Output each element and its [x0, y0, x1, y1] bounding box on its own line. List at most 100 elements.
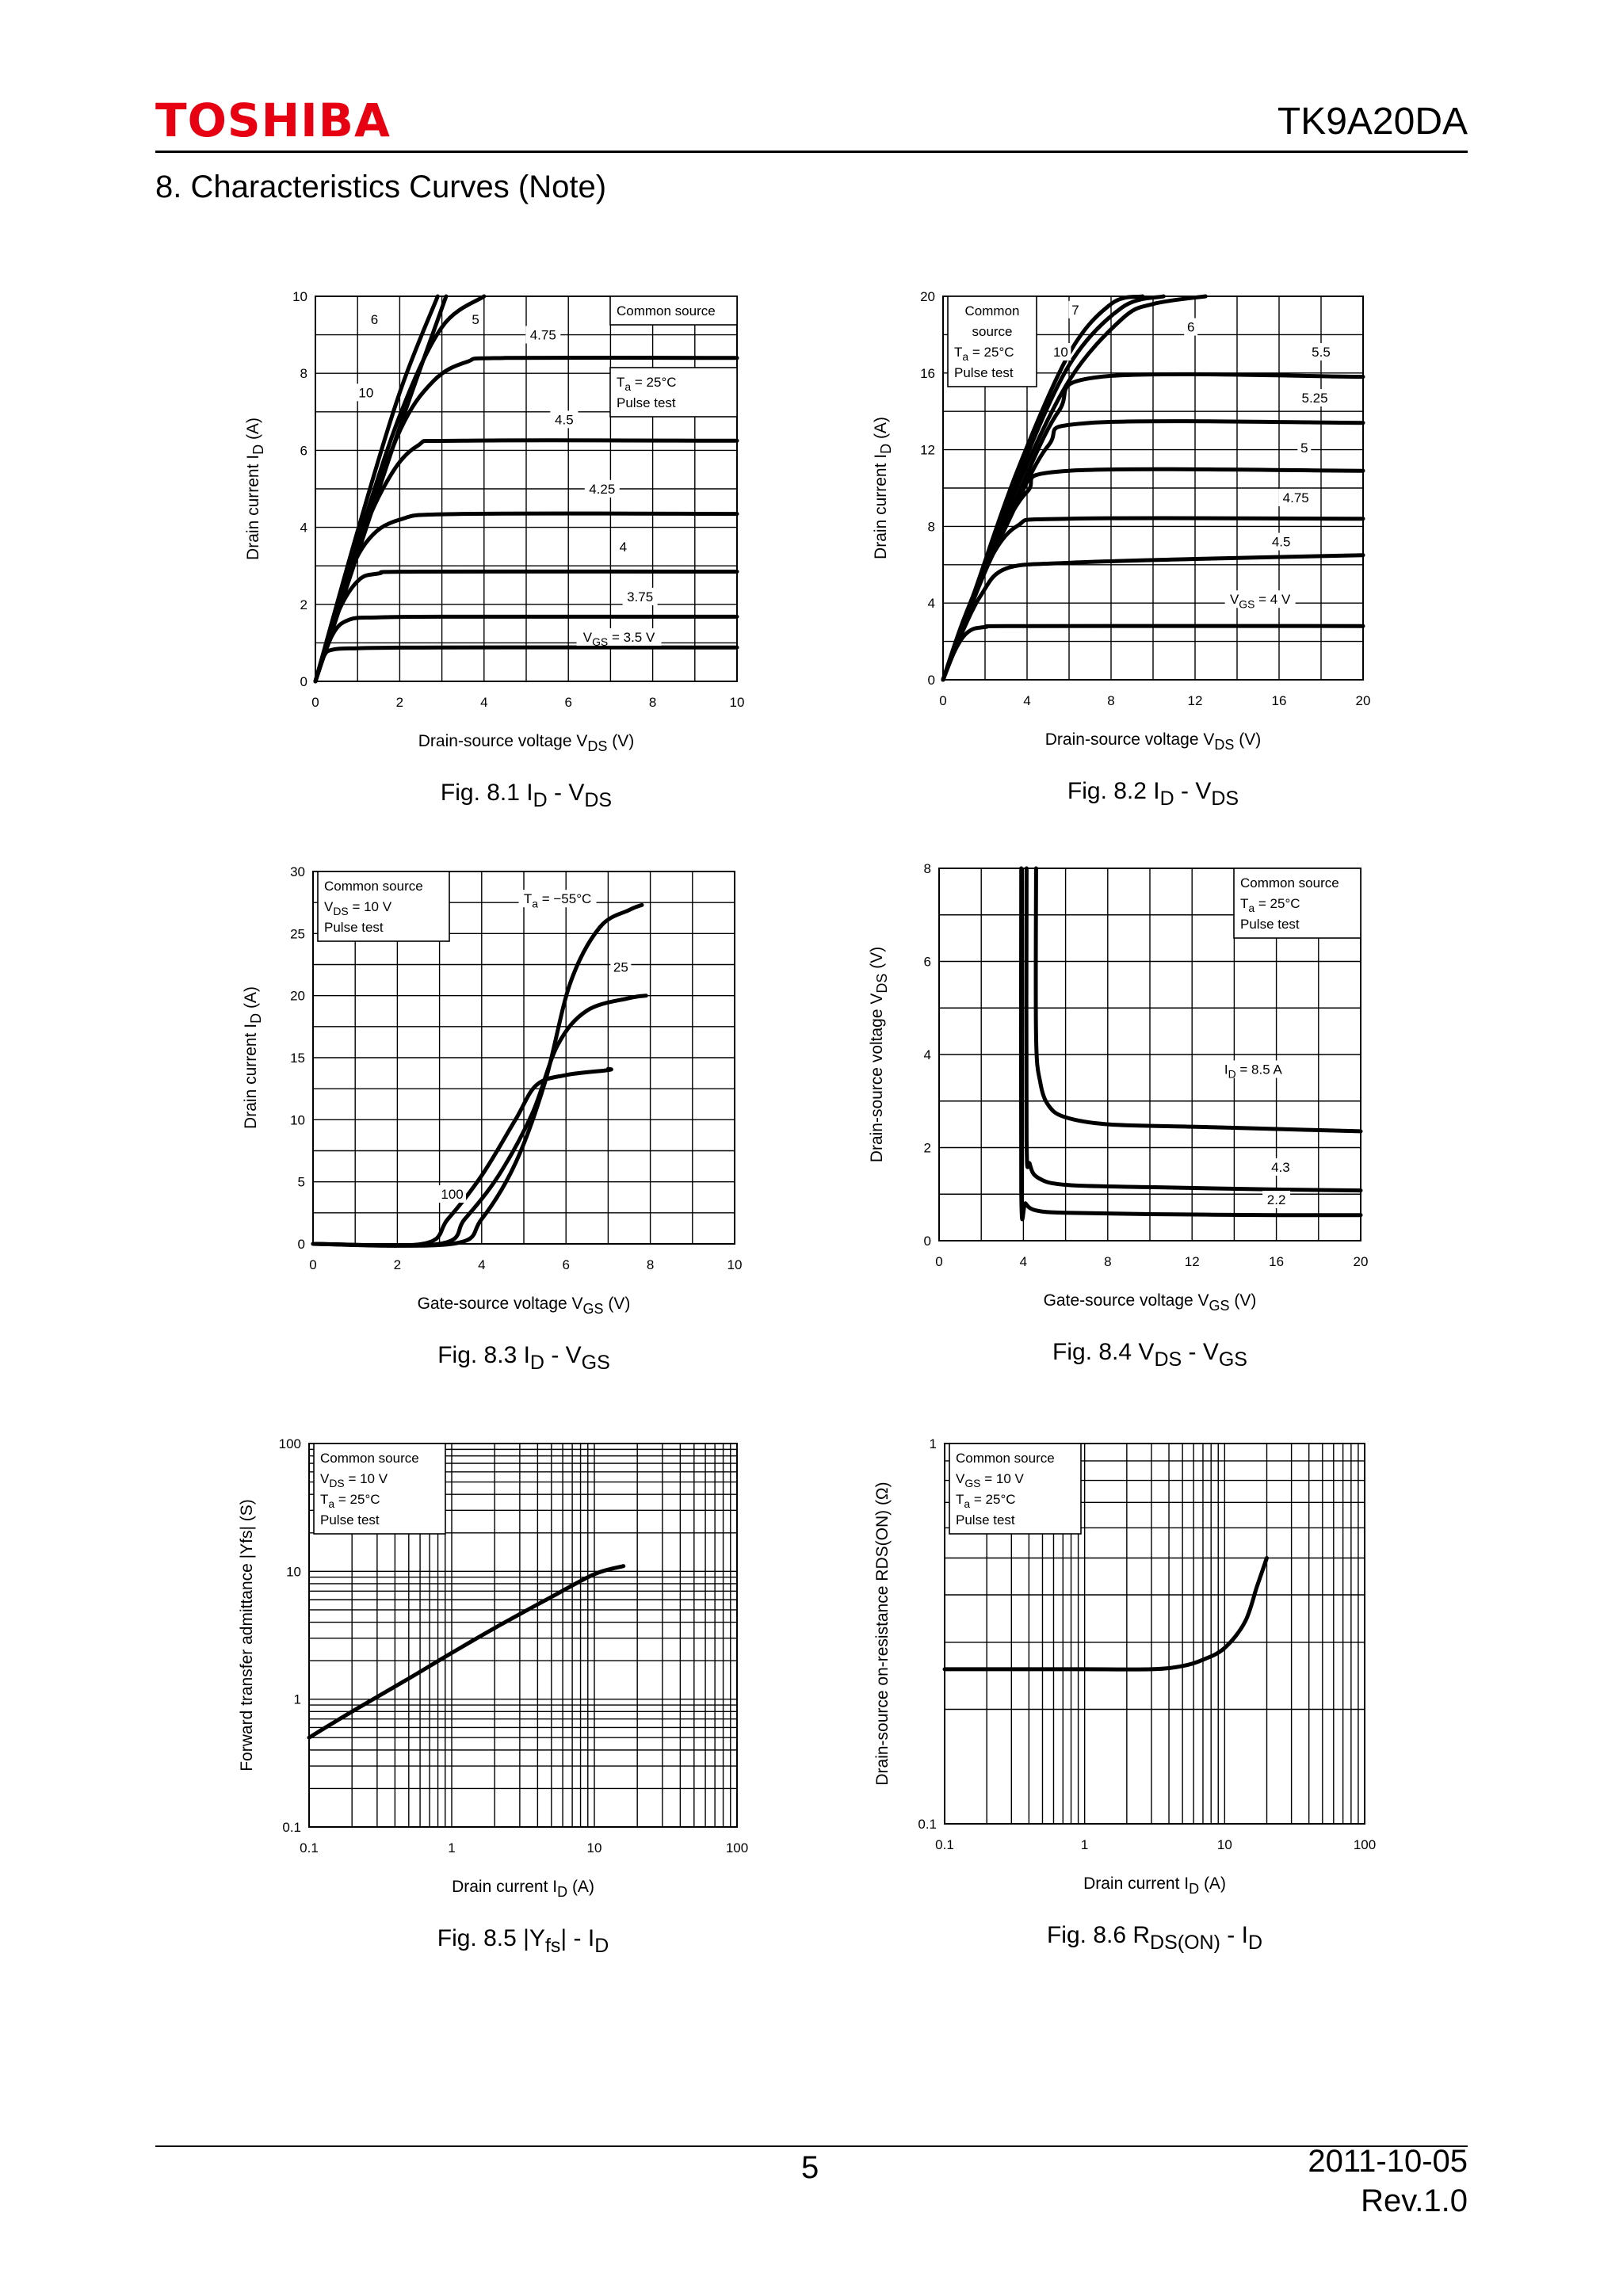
series-line: [311, 994, 648, 1248]
y-tick-label: 0: [300, 674, 307, 689]
legend-text: VDS​ = 10 V: [320, 1471, 388, 1489]
series-line: [942, 1556, 1269, 1672]
y-tick-label: 1: [930, 1436, 937, 1451]
y-axis-label: Drain current ID (A): [244, 418, 266, 560]
legend-text: Ta​ = 25°C: [954, 345, 1014, 363]
curve-label: 3.75: [627, 589, 653, 605]
curve-label-bg: [1297, 389, 1333, 407]
x-tick-label: 20: [1356, 693, 1371, 708]
curve-label-bg: [1266, 1158, 1295, 1176]
y-tick-label: 0.1: [282, 1820, 301, 1835]
curve-label-bg: [576, 627, 662, 646]
x-tick-label: 8: [647, 1257, 654, 1272]
legend-box: [317, 871, 450, 942]
legend-box: [947, 296, 1037, 387]
curve-label-bg: [616, 537, 630, 555]
y-tick-label: 10: [292, 289, 307, 304]
x-tick-label: 100: [726, 1840, 748, 1855]
y-tick-label: 8: [924, 862, 931, 876]
curve-label: VGS​ = 3.5 V: [583, 630, 655, 648]
plot-frame: [938, 868, 1361, 1241]
x-tick-label: 10: [1217, 1837, 1232, 1852]
document-id: TK9A20DA: [1277, 101, 1468, 143]
x-tick-label: 16: [1272, 693, 1287, 708]
curve-label: 7: [1071, 303, 1079, 318]
x-tick-label: 4: [1020, 1254, 1027, 1269]
y-axis-label: Drain current ID (A): [242, 986, 264, 1129]
curve-label-bg: [518, 890, 597, 908]
legend-text: Common: [965, 303, 1020, 318]
gridlines: [308, 1444, 737, 1828]
x-axis-label: Drain-source voltage VDS (V): [418, 732, 634, 754]
y-tick-label: 6: [924, 955, 931, 970]
legend-text: Ta​ = 25°C: [320, 1492, 380, 1510]
y-tick-label: 8: [300, 366, 307, 381]
figure-caption: Fig. 8.3 ID - VGS: [437, 1342, 610, 1374]
x-tick-label: 12: [1185, 1254, 1200, 1269]
curve-label-bg: [1184, 318, 1198, 336]
curve-label: 4.25: [589, 482, 615, 497]
x-axis-label: Drain current ID (A): [452, 1878, 594, 1900]
x-axis-label: Gate-source voltage VGS (V): [418, 1295, 631, 1317]
figure-caption: Fig. 8.4 VDS - VGS: [1052, 1339, 1247, 1371]
series-line: [313, 294, 449, 684]
curve-label-bg: [367, 311, 381, 329]
y-axis-label: Drain current ID (A): [872, 417, 894, 559]
fig-8-5-chart: 0.1 1 10 100 0.1 1 10 100 Drain current ID (A) Fo…: [238, 1436, 748, 1957]
plot-area: 0 2 4 6 8 10 0 2 4 6 8 10 Drain-source voltage VDS (…: [244, 289, 744, 808]
curve-label: 10: [358, 385, 373, 400]
figure-caption: Fig. 8.1 ID - VDS: [441, 780, 612, 808]
series-line: [311, 1066, 613, 1248]
legend-text: Ta​ = 25°C: [956, 1492, 1016, 1510]
y-tick-label: 6: [300, 443, 307, 458]
series-line: [1033, 866, 1363, 1134]
legend-text: Common source: [617, 303, 716, 318]
x-tick-label: 6: [562, 1257, 569, 1272]
x-tick-label: 4: [480, 695, 487, 710]
legend-text: VDS​ = 10 V: [324, 899, 392, 917]
series-line: [307, 1564, 626, 1740]
legend-box: [1233, 868, 1361, 939]
curve-label-bg: [1307, 343, 1335, 361]
curve-label-bg: [584, 479, 620, 498]
y-tick-label: 20: [920, 289, 935, 304]
y-axis-label: Forward transfer admittance |Yfs| (S): [238, 1499, 256, 1772]
section-title: 8. Characteristics Curves (Note): [155, 170, 607, 204]
plot-frame: [944, 1443, 1365, 1825]
y-tick-label: 100: [279, 1436, 301, 1451]
legend-box: [949, 1443, 1082, 1535]
curve-label: 5: [1300, 441, 1308, 456]
y-tick-label: 4: [928, 596, 935, 611]
plot-area: 0 4 8 12 16 20 0 4 8 12 16 20 Drain-source voltage V…: [872, 289, 1370, 808]
y-tick-label: 8: [928, 519, 935, 534]
fig-8-1-chart: 0 2 4 6 8 10 0 2 4 6 8 10 Drain-source voltage VDS (…: [244, 289, 744, 808]
plot-frame: [315, 296, 738, 682]
series-line: [941, 294, 1145, 682]
x-tick-label: 10: [727, 1257, 743, 1272]
y-tick-label: 10: [286, 1564, 301, 1579]
curve-label: VGS​ = 4 V: [1230, 592, 1291, 610]
footer-date: 2011-10-05: [1308, 2144, 1468, 2179]
curve-label-bg: [610, 958, 632, 976]
y-tick-label: 1: [294, 1692, 301, 1707]
y-tick-label: 16: [920, 366, 935, 381]
curve-label: 4: [620, 540, 627, 555]
x-tick-label: 0.1: [935, 1837, 954, 1852]
y-tick-label: 4: [924, 1047, 931, 1062]
legend-text: Common source: [324, 879, 423, 894]
x-tick-label: 16: [1269, 1254, 1284, 1269]
legend-text: Ta​ = 25°C: [617, 375, 677, 393]
curve-label-bg: [1262, 1191, 1291, 1208]
series-line: [313, 294, 440, 684]
figure-caption: Fig. 8.2 ID - VDS: [1067, 778, 1239, 808]
y-tick-label: 2: [300, 597, 307, 612]
x-tick-label: 4: [1023, 693, 1030, 708]
legend-box: [609, 296, 738, 326]
x-tick-label: 20: [1354, 1254, 1369, 1269]
curve-label-bg: [622, 587, 658, 605]
y-tick-label: 0: [928, 673, 935, 688]
x-tick-label: 1: [448, 1840, 455, 1855]
curve-label-bg: [468, 311, 483, 329]
legend-box: [313, 1443, 446, 1535]
y-axis-label: Drain-source voltage VDS (V): [868, 947, 890, 1162]
